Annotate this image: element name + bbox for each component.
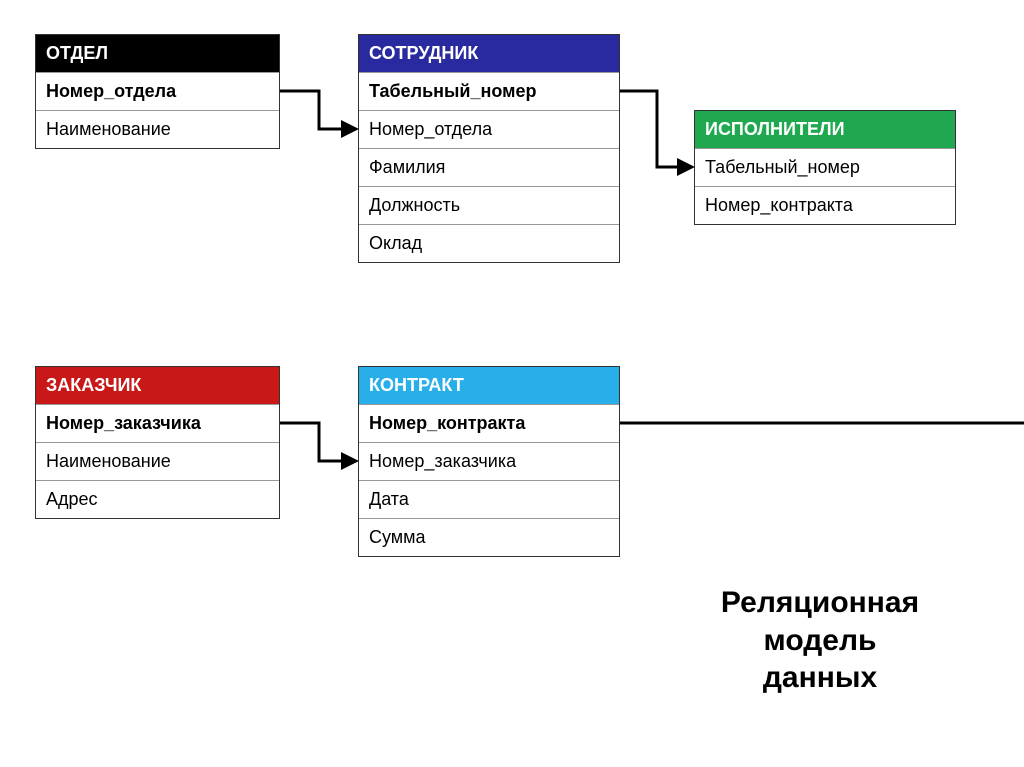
title-line-2: данных [660,659,980,697]
entity-contract: КОНТРАКТ Номер_контракта Номер_заказчика… [358,366,620,557]
entity-dept-header: ОТДЕЛ [36,35,279,72]
entity-executors-field-0: Табельный_номер [695,148,955,186]
entity-dept-field-0: Номер_отдела [36,72,279,110]
entity-employee-field-2: Фамилия [359,148,619,186]
entity-employee-field-0: Табельный_номер [359,72,619,110]
entity-customer-field-2: Адрес [36,480,279,518]
entity-executors: ИСПОЛНИТЕЛИ Табельный_номер Номер_контра… [694,110,956,225]
entity-executors-header: ИСПОЛНИТЕЛИ [695,111,955,148]
entity-contract-field-1: Номер_заказчика [359,442,619,480]
entity-employee-field-3: Должность [359,186,619,224]
entity-contract-header: КОНТРАКТ [359,367,619,404]
entity-executors-field-1: Номер_контракта [695,186,955,224]
entity-customer: ЗАКАЗЧИК Номер_заказчика Наименование Ад… [35,366,280,519]
entity-contract-field-3: Сумма [359,518,619,556]
entity-employee-header: СОТРУДНИК [359,35,619,72]
title-line-1: модель [660,622,980,660]
entity-contract-field-2: Дата [359,480,619,518]
entity-employee-field-1: Номер_отдела [359,110,619,148]
entity-customer-field-0: Номер_заказчика [36,404,279,442]
title-line-0: Реляционная [660,584,980,622]
entity-dept-field-1: Наименование [36,110,279,148]
entity-dept: ОТДЕЛ Номер_отдела Наименование [35,34,280,149]
diagram-title: Реляционная модель данных [660,584,980,697]
entity-employee: СОТРУДНИК Табельный_номер Номер_отдела Ф… [358,34,620,263]
entity-employee-field-4: Оклад [359,224,619,262]
entity-customer-field-1: Наименование [36,442,279,480]
entity-customer-header: ЗАКАЗЧИК [36,367,279,404]
entity-contract-field-0: Номер_контракта [359,404,619,442]
